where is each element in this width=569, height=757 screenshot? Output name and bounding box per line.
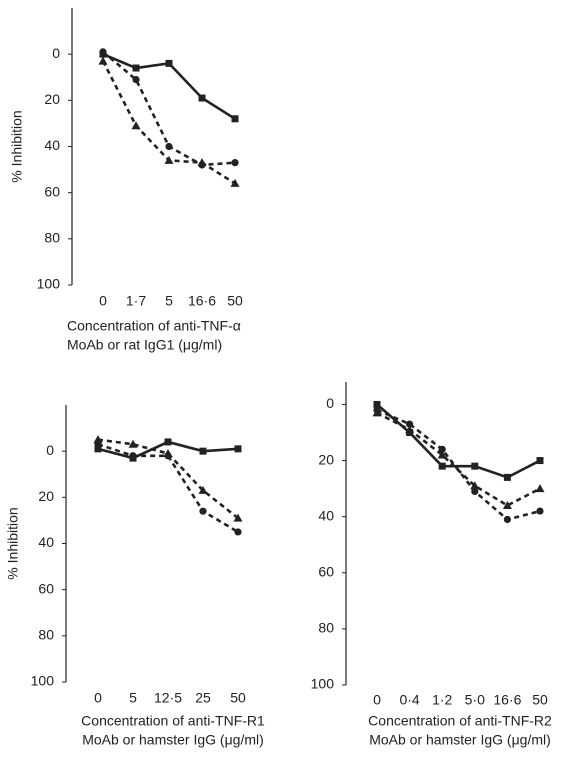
y-tick-label: 0 bbox=[326, 395, 334, 411]
x-tick-label: 1·2 bbox=[432, 692, 452, 708]
marker-triangle bbox=[437, 450, 447, 459]
x-axis-label: MoAb or rat IgG1 (μg/ml) bbox=[67, 337, 222, 353]
y-tick-label: 40 bbox=[44, 137, 60, 153]
x-axis-label: Concentration of anti-TNF-R2 bbox=[368, 713, 552, 729]
y-tick-label: 100 bbox=[311, 676, 335, 692]
marker-square bbox=[438, 462, 446, 470]
y-tick-label: 60 bbox=[38, 580, 54, 596]
marker-circle bbox=[536, 507, 544, 515]
marker-triangle bbox=[131, 121, 141, 130]
marker-triangle bbox=[93, 435, 103, 444]
y-tick-label: 40 bbox=[318, 507, 334, 523]
x-tick-label: 12·5 bbox=[154, 690, 182, 706]
marker-triangle bbox=[230, 178, 240, 187]
marker-triangle bbox=[198, 485, 208, 494]
y-tick-label: 20 bbox=[318, 451, 334, 467]
marker-square bbox=[503, 473, 511, 481]
y-tick-label: 20 bbox=[38, 488, 54, 504]
marker-square bbox=[165, 59, 173, 67]
marker-circle bbox=[471, 487, 479, 496]
y-axis-label: % Inhibition bbox=[5, 507, 21, 579]
x-axis-label: MoAb or hamster IgG (μg/ml) bbox=[82, 732, 264, 748]
series-line bbox=[97, 438, 239, 520]
x-tick-label: 0 bbox=[99, 293, 107, 309]
x-tick-label: 50 bbox=[227, 293, 243, 309]
x-axis-label: Concentration of anti-TNF-R1 bbox=[81, 713, 265, 729]
marker-circle bbox=[234, 528, 242, 536]
marker-circle bbox=[231, 159, 239, 167]
x-tick-label: 50 bbox=[230, 690, 246, 706]
marker-square bbox=[536, 457, 544, 465]
x-tick-label: 0·4 bbox=[399, 692, 419, 708]
x-tick-label: 5 bbox=[129, 690, 137, 706]
marker-circle bbox=[438, 445, 446, 453]
marker-circle bbox=[99, 48, 107, 56]
marker-circle bbox=[132, 75, 140, 84]
x-tick-label: 25 bbox=[195, 690, 211, 706]
x-tick-label: 5 bbox=[165, 293, 173, 309]
marker-circle bbox=[503, 515, 511, 524]
marker-square bbox=[94, 445, 102, 453]
y-tick-label: 80 bbox=[44, 230, 60, 246]
series-line bbox=[101, 60, 236, 185]
y-tick-label: 100 bbox=[31, 673, 55, 689]
marker-square bbox=[199, 447, 207, 455]
y-tick-label: 80 bbox=[318, 620, 334, 636]
series-line bbox=[376, 403, 541, 479]
marker-circle bbox=[199, 507, 207, 515]
marker-circle bbox=[129, 452, 137, 460]
marker-triangle bbox=[233, 513, 243, 522]
marker-triangle bbox=[470, 481, 480, 490]
marker-square bbox=[198, 94, 206, 102]
y-tick-label: 100 bbox=[37, 276, 61, 292]
x-tick-label: 50 bbox=[532, 692, 548, 708]
x-tick-label: 5·0 bbox=[465, 692, 485, 708]
marker-square bbox=[164, 438, 172, 446]
marker-triangle bbox=[535, 484, 545, 493]
y-tick-label: 60 bbox=[44, 183, 60, 199]
series-line bbox=[376, 411, 541, 507]
y-tick-label: 20 bbox=[44, 91, 60, 107]
marker-square bbox=[373, 400, 381, 408]
y-tick-label: 40 bbox=[38, 534, 54, 550]
x-tick-label: 16·6 bbox=[188, 293, 216, 309]
marker-square bbox=[231, 115, 239, 123]
marker-circle bbox=[165, 142, 173, 151]
x-axis-label: MoAb or hamster IgG (μg/ml) bbox=[369, 732, 551, 748]
y-tick-label: 0 bbox=[46, 442, 54, 458]
x-tick-label: 0 bbox=[94, 690, 102, 706]
marker-triangle bbox=[405, 425, 415, 434]
x-tick-label: 16·6 bbox=[493, 692, 521, 708]
y-tick-label: 80 bbox=[38, 627, 54, 643]
marker-triangle bbox=[502, 500, 512, 509]
marker-square bbox=[234, 445, 242, 453]
marker-square bbox=[132, 64, 140, 72]
x-tick-label: 0 bbox=[373, 692, 381, 708]
marker-square bbox=[471, 462, 479, 470]
marker-circle bbox=[406, 420, 414, 428]
y-tick-label: 60 bbox=[318, 563, 334, 579]
marker-triangle bbox=[163, 448, 173, 457]
y-axis-label: % Inhibition bbox=[9, 110, 25, 182]
y-tick-label: 0 bbox=[52, 45, 60, 61]
x-tick-label: 1·7 bbox=[126, 293, 146, 309]
x-axis-label: Concentration of anti-TNF-α bbox=[67, 318, 241, 334]
marker-triangle bbox=[164, 155, 174, 164]
marker-triangle bbox=[128, 439, 138, 448]
marker-triangle bbox=[372, 408, 382, 417]
marker-triangle bbox=[197, 158, 207, 167]
marker-triangle bbox=[98, 56, 108, 65]
